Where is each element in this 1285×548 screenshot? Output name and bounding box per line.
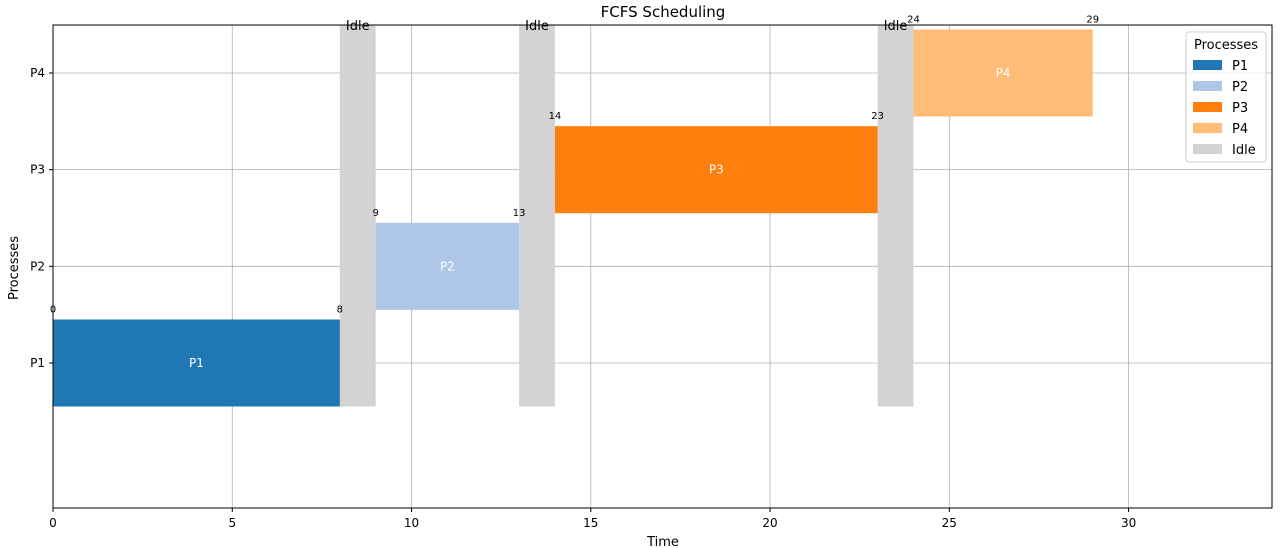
- process-bar-label: P1: [189, 356, 204, 370]
- end-time-label: 13: [513, 208, 526, 219]
- idle-bar: [339, 25, 376, 407]
- y-tick-label: P4: [30, 66, 45, 80]
- x-tick-label: 30: [1121, 516, 1136, 530]
- y-tick-label: P3: [30, 163, 45, 177]
- start-time-label: 24: [907, 14, 920, 25]
- legend-swatch: [1193, 60, 1222, 70]
- process-bar: [913, 29, 1093, 117]
- x-tick-label: 15: [583, 516, 598, 530]
- legend-entries: P1 P2 P3 P4 Idle: [1193, 59, 1256, 158]
- legend-label: P1: [1232, 59, 1248, 74]
- idle-bar: [519, 25, 555, 407]
- start-time-label: 14: [549, 111, 562, 122]
- idle-periods: Idle Idle Idle: [339, 19, 914, 407]
- idle-label: Idle: [525, 19, 549, 34]
- y-tick-label: P2: [30, 259, 45, 273]
- idle-label: Idle: [884, 19, 908, 34]
- process-bar-label: P2: [440, 259, 455, 273]
- legend-label: P4: [1232, 122, 1248, 137]
- x-tick-label: 20: [762, 516, 777, 530]
- legend-title: Processes: [1194, 38, 1258, 53]
- start-time-label: 9: [372, 208, 378, 219]
- axis-ticks: 0 5 10 15 20 25 30 P1 P2 P3 P4: [30, 66, 1136, 530]
- process-bar: [375, 222, 520, 310]
- legend-swatch: [1193, 81, 1222, 91]
- end-time-label: 8: [337, 305, 343, 316]
- idle-bar: [877, 25, 914, 407]
- idle-label: Idle: [346, 19, 370, 34]
- process-bar: [554, 126, 878, 214]
- legend-swatch: [1193, 123, 1222, 133]
- x-tick-label: 5: [228, 516, 236, 530]
- process-bar-label: P4: [996, 66, 1011, 80]
- legend-label: P3: [1232, 101, 1248, 116]
- legend-swatch: [1193, 144, 1222, 154]
- legend-swatch: [1193, 102, 1222, 112]
- chart-title: FCFS Scheduling: [601, 3, 726, 21]
- x-axis-title: Time: [646, 535, 679, 548]
- x-tick-label: 10: [404, 516, 419, 530]
- legend-label: P2: [1232, 80, 1248, 95]
- x-tick-label: 25: [942, 516, 957, 530]
- process-bar-label: P3: [709, 163, 724, 177]
- end-time-label: 29: [1086, 14, 1099, 25]
- end-time-label: 23: [871, 111, 884, 122]
- y-axis-title: Processes: [7, 236, 22, 300]
- x-tick-label: 0: [49, 516, 57, 530]
- process-bar: [53, 319, 340, 407]
- legend-label: Idle: [1232, 143, 1256, 158]
- legend: Processes P1 P2 P3 P4 Idle: [1185, 31, 1267, 163]
- y-tick-label: P1: [30, 356, 45, 370]
